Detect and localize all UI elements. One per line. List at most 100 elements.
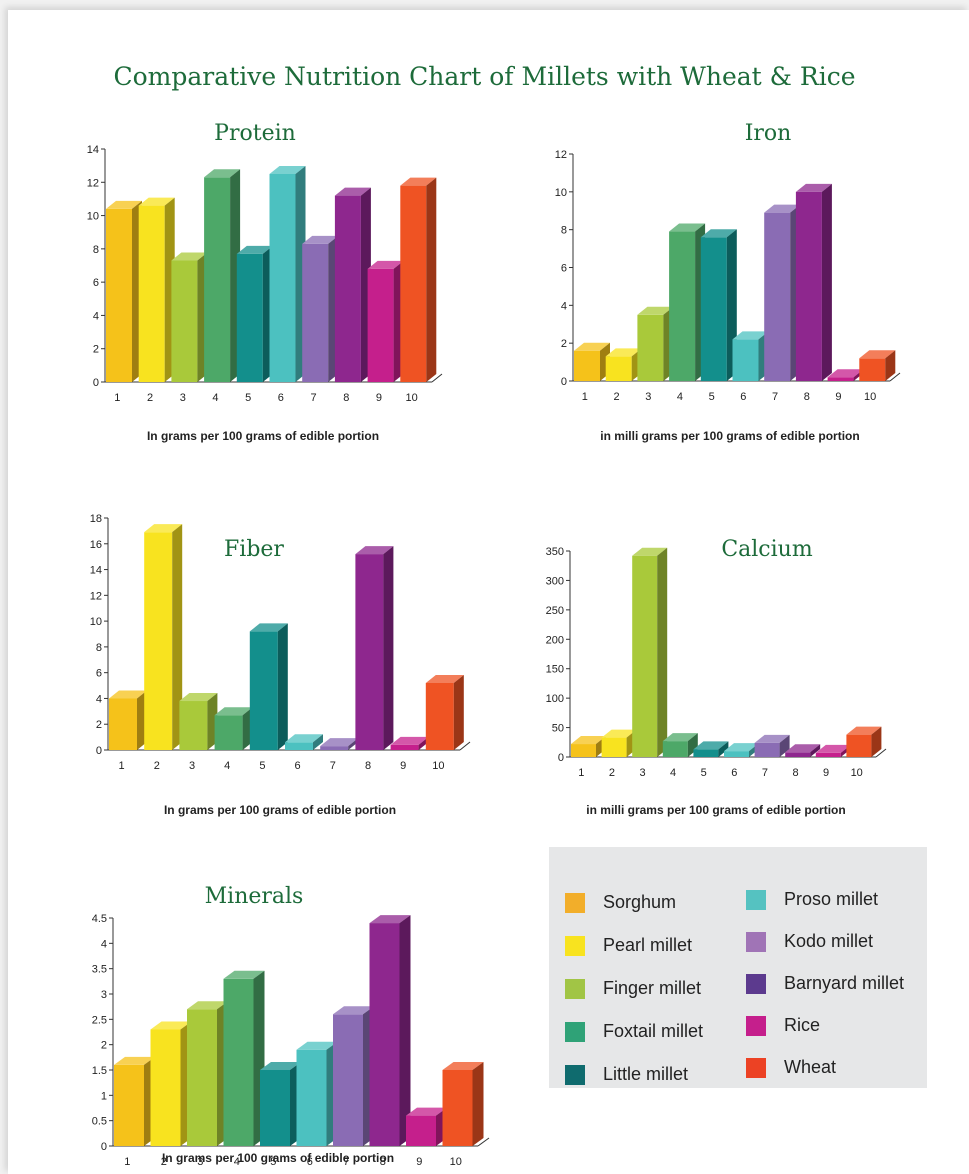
bar-top [333, 1006, 374, 1015]
bar-top [296, 1041, 338, 1050]
y-tick-label: 250 [546, 605, 564, 617]
y-tick-label: 2 [101, 1040, 107, 1052]
x-tick-label: 4 [670, 767, 676, 779]
legend-label: Little millet [603, 1064, 689, 1084]
bar-front [732, 339, 759, 381]
bar-top [724, 743, 759, 752]
bar-fiber-5 [249, 623, 288, 750]
bar-front [334, 195, 361, 382]
x-axis-label: in milli grams per 100 grams of edible p… [586, 803, 845, 817]
legend-label: Rice [784, 1015, 821, 1035]
x-tick-label: 6 [295, 760, 301, 772]
x-tick-label: 3 [180, 392, 186, 404]
x-tick-label: 5 [709, 391, 715, 403]
y-tick-label: 4 [561, 300, 567, 312]
legend-label: Proso millet [784, 889, 879, 909]
bar-front [138, 205, 165, 382]
x-axis-depth [477, 1137, 490, 1147]
x-tick-label: 6 [740, 391, 746, 403]
legend-label: Foxtail millet [603, 1021, 704, 1041]
bar-side [810, 744, 821, 757]
bar-side [687, 733, 698, 757]
bar-front [144, 532, 173, 750]
bar-top [171, 252, 208, 261]
bar-top [369, 915, 411, 924]
legend-swatch [565, 892, 585, 913]
bar-side [313, 734, 323, 750]
x-tick-label: 9 [416, 1156, 422, 1168]
y-tick-label: 8 [96, 642, 102, 654]
x-tick-label: 1 [582, 391, 588, 403]
bar-minerals-4 [223, 970, 265, 1146]
bar-front [764, 212, 791, 381]
bar-front [390, 744, 419, 750]
bar-top [637, 306, 674, 315]
bar-front [859, 358, 886, 381]
iron-chart-title: Iron [745, 121, 792, 146]
bar-calcium-5 [693, 741, 729, 757]
x-axis-label: In grams per 100 grams of edible portion [162, 1151, 394, 1165]
bar-top [669, 223, 706, 232]
x-tick-label: 5 [245, 392, 251, 404]
bar-front [214, 715, 243, 750]
bar-top [846, 726, 882, 735]
x-tick-label: 8 [380, 1156, 386, 1168]
bar-calcium-7 [754, 734, 790, 757]
bar-front [815, 752, 841, 757]
x-tick-label: 2 [613, 391, 619, 403]
bar-top [355, 546, 394, 555]
bar-top [204, 169, 241, 178]
legend-item-wheat: Wheat [746, 1057, 836, 1078]
x-tick-label: 2 [161, 1156, 167, 1168]
x-tick-label: 4 [212, 392, 218, 404]
bar-top [285, 734, 323, 743]
bar-front [632, 555, 658, 757]
bar-fiber-3 [179, 693, 218, 750]
bar-front [662, 741, 688, 757]
bar-top [815, 744, 851, 753]
legend-item-finger-millet: Finger millet [565, 978, 701, 999]
bar-side [657, 547, 668, 757]
y-tick-label: 12 [90, 590, 102, 602]
x-tick-label: 6 [731, 767, 737, 779]
x-axis-depth [875, 748, 887, 758]
bar-top [795, 183, 832, 192]
x-tick-label: 5 [270, 1156, 276, 1168]
x-tick-label: 7 [762, 767, 768, 779]
x-axis-depth [889, 372, 901, 382]
bar-front [400, 185, 427, 382]
bar-front [369, 923, 400, 1146]
bar-iron-1 [574, 342, 610, 381]
y-tick-label: 10 [87, 211, 99, 223]
bar-fiber-1 [109, 690, 147, 750]
x-tick-label: 8 [365, 760, 371, 772]
x-tick-label: 2 [609, 767, 615, 779]
x-tick-label: 10 [432, 760, 444, 772]
bar-top [425, 674, 464, 683]
x-tick-label: 3 [189, 760, 195, 772]
y-tick-label: 4 [93, 310, 99, 322]
bar-top [754, 734, 790, 743]
y-tick-label: 4 [96, 693, 102, 705]
y-tick-label: 0 [558, 752, 564, 764]
x-tick-label: 2 [154, 760, 160, 772]
legend-item-pearl-millet: Pearl millet [565, 935, 692, 956]
bar-top [632, 547, 668, 556]
y-tick-label: 50 [552, 723, 564, 735]
bar-top [732, 331, 769, 340]
legend-label: Wheat [784, 1057, 837, 1077]
bar-front [333, 1014, 363, 1146]
x-tick-label: 2 [147, 392, 153, 404]
bar-top [700, 229, 737, 238]
legend-label: Sorghum [603, 892, 677, 912]
y-tick-label: 8 [561, 225, 567, 237]
bar-side [426, 177, 437, 382]
bar-minerals-6 [296, 1041, 338, 1146]
legend-item-proso-millet: Proso millet [746, 889, 878, 910]
bar-front [204, 177, 231, 382]
legend: Sorghum Pearl millet Finger millet Foxta… [549, 847, 927, 1088]
y-tick-label: 0 [561, 376, 567, 388]
bar-minerals-9 [406, 1107, 447, 1146]
